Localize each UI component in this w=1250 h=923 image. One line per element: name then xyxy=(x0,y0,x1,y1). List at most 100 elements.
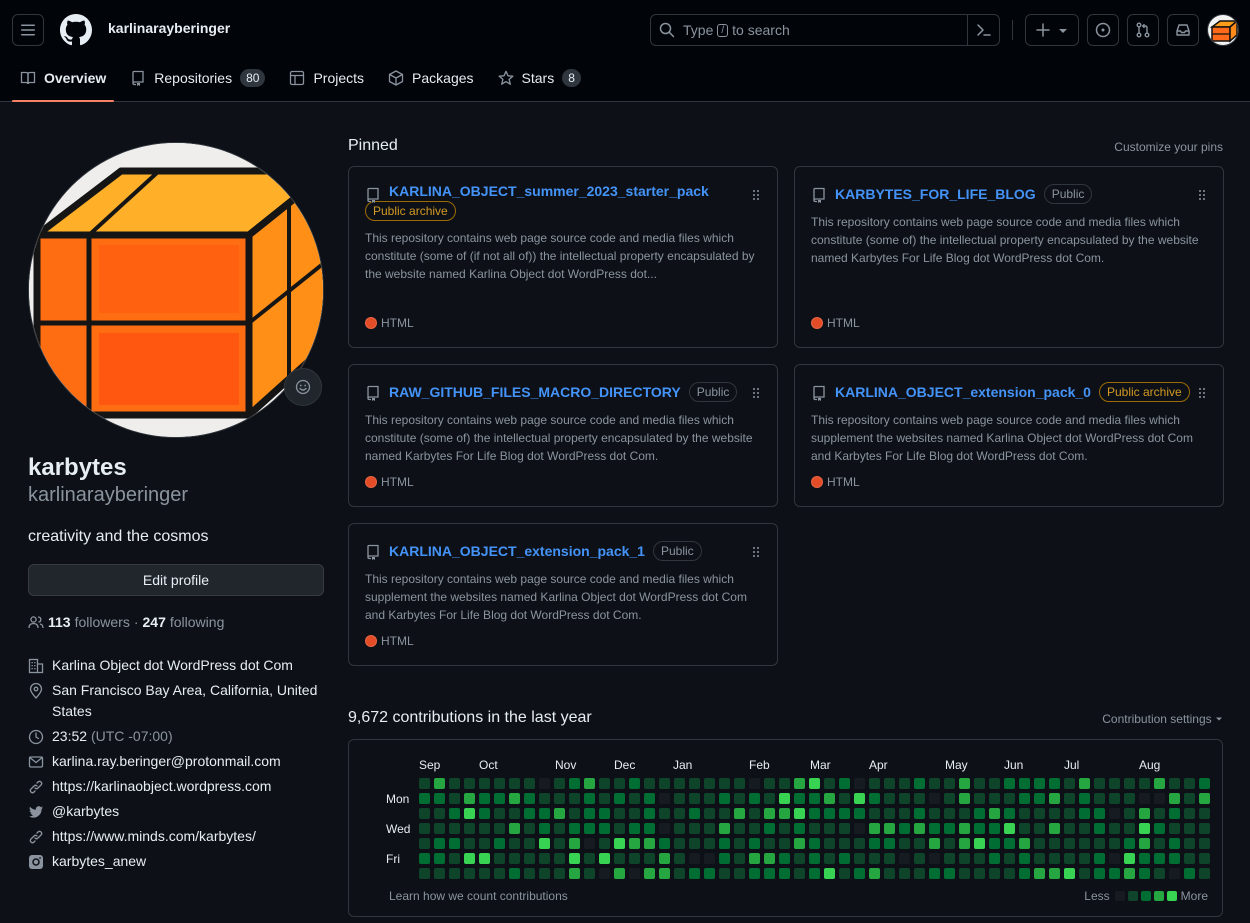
contribution-day-cell[interactable] xyxy=(419,868,430,879)
contribution-day-cell[interactable] xyxy=(659,793,670,804)
contribution-day-cell[interactable] xyxy=(1004,823,1015,834)
contribution-day-cell[interactable] xyxy=(419,808,430,819)
contribution-day-cell[interactable] xyxy=(434,823,445,834)
contribution-day-cell[interactable] xyxy=(644,838,655,849)
contribution-day-cell[interactable] xyxy=(674,808,685,819)
contribution-day-cell[interactable] xyxy=(539,823,550,834)
contribution-day-cell[interactable] xyxy=(1034,823,1045,834)
contribution-day-cell[interactable] xyxy=(1034,778,1045,789)
search-input[interactable]: Type / to search xyxy=(650,14,1000,46)
contribution-day-cell[interactable] xyxy=(974,808,985,819)
contribution-day-cell[interactable] xyxy=(854,808,865,819)
contribution-day-cell[interactable] xyxy=(509,838,520,849)
contribution-day-cell[interactable] xyxy=(1064,808,1075,819)
contribution-day-cell[interactable] xyxy=(929,838,940,849)
contribution-day-cell[interactable] xyxy=(929,808,940,819)
contribution-day-cell[interactable] xyxy=(494,808,505,819)
contribution-day-cell[interactable] xyxy=(1154,778,1165,789)
contribution-day-cell[interactable] xyxy=(1199,778,1210,789)
contribution-day-cell[interactable] xyxy=(1049,868,1060,879)
website-link[interactable]: https://karlinaobject.wordpress.com xyxy=(52,778,272,794)
contribution-day-cell[interactable] xyxy=(1199,808,1210,819)
contribution-day-cell[interactable] xyxy=(479,778,490,789)
repo-name-link[interactable]: KARLINA_OBJECT_summer_2023_starter_pack xyxy=(389,183,709,199)
contribution-day-cell[interactable] xyxy=(764,808,775,819)
contribution-day-cell[interactable] xyxy=(599,808,610,819)
contribution-day-cell[interactable] xyxy=(1154,823,1165,834)
contribution-day-cell[interactable] xyxy=(1154,868,1165,879)
contribution-day-cell[interactable] xyxy=(959,778,970,789)
contribution-day-cell[interactable] xyxy=(614,868,625,879)
contribution-day-cell[interactable] xyxy=(644,793,655,804)
pull-requests-button[interactable] xyxy=(1127,14,1159,46)
contribution-day-cell[interactable] xyxy=(539,778,550,789)
contribution-day-cell[interactable] xyxy=(1019,778,1030,789)
contribution-day-cell[interactable] xyxy=(704,823,715,834)
contribution-day-cell[interactable] xyxy=(674,868,685,879)
contribution-day-cell[interactable] xyxy=(794,823,805,834)
contribution-day-cell[interactable] xyxy=(1079,808,1090,819)
contribution-day-cell[interactable] xyxy=(1064,838,1075,849)
contribution-day-cell[interactable] xyxy=(899,778,910,789)
contribution-day-cell[interactable] xyxy=(1169,823,1180,834)
contribution-day-cell[interactable] xyxy=(839,778,850,789)
contribution-day-cell[interactable] xyxy=(554,793,565,804)
social-link[interactable]: https://www.minds.com/karbytes/ xyxy=(52,828,256,844)
contribution-day-cell[interactable] xyxy=(1064,778,1075,789)
contribution-day-cell[interactable] xyxy=(449,793,460,804)
contribution-day-cell[interactable] xyxy=(479,853,490,864)
contribution-day-cell[interactable] xyxy=(1169,838,1180,849)
contribution-day-cell[interactable] xyxy=(869,853,880,864)
contribution-day-cell[interactable] xyxy=(1019,823,1030,834)
contribution-day-cell[interactable] xyxy=(764,778,775,789)
contribution-day-cell[interactable] xyxy=(824,868,835,879)
contribution-day-cell[interactable] xyxy=(524,838,535,849)
contribution-day-cell[interactable] xyxy=(914,778,925,789)
contribution-day-cell[interactable] xyxy=(869,808,880,819)
contribution-day-cell[interactable] xyxy=(839,793,850,804)
contribution-day-cell[interactable] xyxy=(509,823,520,834)
contribution-day-cell[interactable] xyxy=(464,793,475,804)
contribution-day-cell[interactable] xyxy=(1004,808,1015,819)
contribution-day-cell[interactable] xyxy=(1124,868,1135,879)
contribution-day-cell[interactable] xyxy=(1004,793,1015,804)
contribution-day-cell[interactable] xyxy=(479,808,490,819)
contribution-day-cell[interactable] xyxy=(449,853,460,864)
contribution-day-cell[interactable] xyxy=(854,838,865,849)
contribution-day-cell[interactable] xyxy=(989,838,1000,849)
contribution-day-cell[interactable] xyxy=(539,838,550,849)
contribution-day-cell[interactable] xyxy=(1124,853,1135,864)
contribution-day-cell[interactable] xyxy=(884,778,895,789)
contribution-day-cell[interactable] xyxy=(899,808,910,819)
contribution-day-cell[interactable] xyxy=(569,823,580,834)
contribution-day-cell[interactable] xyxy=(584,838,595,849)
contribution-day-cell[interactable] xyxy=(839,868,850,879)
contribution-day-cell[interactable] xyxy=(1049,853,1060,864)
contribution-day-cell[interactable] xyxy=(1034,793,1045,804)
contribution-day-cell[interactable] xyxy=(644,868,655,879)
contribution-day-cell[interactable] xyxy=(449,778,460,789)
contribution-day-cell[interactable] xyxy=(974,868,985,879)
contribution-day-cell[interactable] xyxy=(1154,793,1165,804)
contribution-day-cell[interactable] xyxy=(569,868,580,879)
contribution-day-cell[interactable] xyxy=(884,808,895,819)
contribution-day-cell[interactable] xyxy=(449,808,460,819)
contribution-day-cell[interactable] xyxy=(494,793,505,804)
tab-projects[interactable]: Projects xyxy=(281,60,372,96)
contribution-day-cell[interactable] xyxy=(1184,853,1195,864)
contribution-day-cell[interactable] xyxy=(779,793,790,804)
contribution-day-cell[interactable] xyxy=(1064,823,1075,834)
contribution-day-cell[interactable] xyxy=(824,823,835,834)
contribution-day-cell[interactable] xyxy=(479,868,490,879)
contribution-day-cell[interactable] xyxy=(1169,778,1180,789)
contribution-day-cell[interactable] xyxy=(854,853,865,864)
contribution-day-cell[interactable] xyxy=(1094,793,1105,804)
contribution-day-cell[interactable] xyxy=(539,853,550,864)
drag-handle-icon[interactable] xyxy=(1199,387,1205,399)
contribution-day-cell[interactable] xyxy=(419,793,430,804)
contribution-day-cell[interactable] xyxy=(974,793,985,804)
contribution-day-cell[interactable] xyxy=(614,823,625,834)
contribution-day-cell[interactable] xyxy=(584,868,595,879)
contribution-day-cell[interactable] xyxy=(734,778,745,789)
email-link[interactable]: karlina.ray.beringer@protonmail.com xyxy=(52,753,281,769)
